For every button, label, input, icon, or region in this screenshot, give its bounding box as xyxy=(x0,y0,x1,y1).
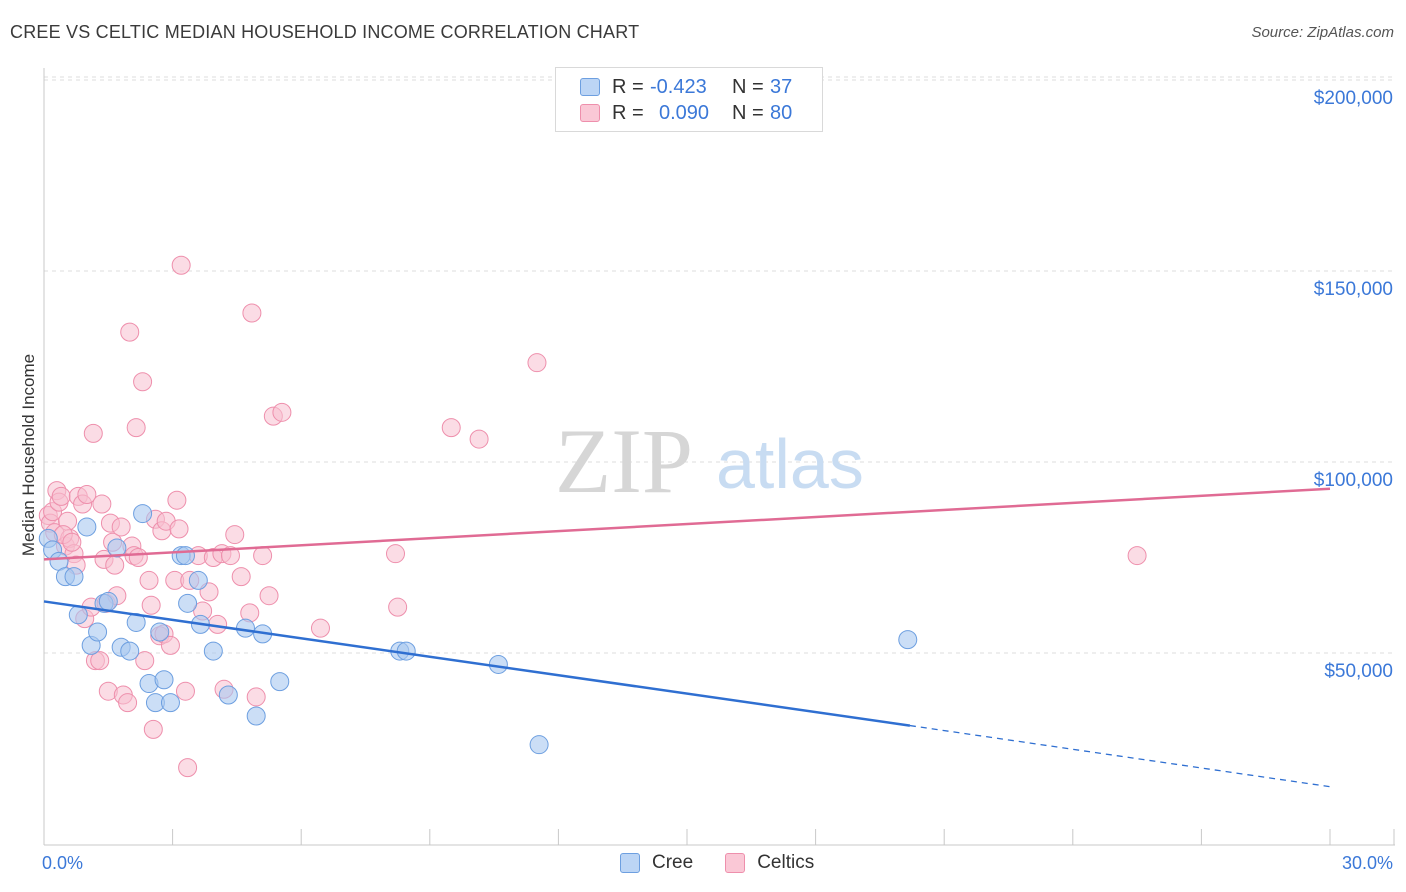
gridlines xyxy=(44,76,1395,654)
celtics-swatch xyxy=(580,104,600,122)
celtics-point-6 xyxy=(51,486,71,506)
cree-point-19 xyxy=(154,670,174,690)
celtics-point-70 xyxy=(310,618,330,638)
r-value-celtics: 0.090 xyxy=(659,101,710,124)
celtics-point-27 xyxy=(111,517,131,537)
celtics-point-69 xyxy=(272,402,292,422)
cree-point-11 xyxy=(107,538,127,558)
y-tick-label-2: $150,000 xyxy=(1314,279,1393,300)
celtics-point-37 xyxy=(139,570,159,590)
cree-point-35 xyxy=(529,735,549,755)
celtics-point-47 xyxy=(167,490,187,510)
stats-row-celtics: R = 0.090 N = 80 xyxy=(580,101,792,125)
cree-point-6 xyxy=(77,517,97,537)
celtics-point-73 xyxy=(441,418,461,438)
celtics-point-25 xyxy=(105,555,125,575)
cree-point-27 xyxy=(218,685,238,705)
legend-label-celtics: Celtics xyxy=(757,852,815,873)
n-label: N = xyxy=(732,101,764,124)
celtics-legend-swatch xyxy=(725,853,746,873)
celtics-point-29 xyxy=(118,693,138,713)
cree-point-33 xyxy=(396,641,416,661)
celtics-point-62 xyxy=(231,567,251,587)
r-label: R = xyxy=(612,101,644,124)
tick-labels: $50,000 $100,000 $150,000 $200,000 0.0% 30.0% xyxy=(42,88,1393,873)
cree-point-10 xyxy=(98,591,118,611)
celtics-point-33 xyxy=(126,418,146,438)
celtics-point-74 xyxy=(469,429,489,449)
celtics-point-36 xyxy=(135,651,155,671)
celtics-point-65 xyxy=(246,687,266,707)
cree-trend-extension xyxy=(909,724,1331,788)
series-legend: Cree Celtics xyxy=(620,852,846,874)
x-tick-label-max: 30.0% xyxy=(1342,853,1393,873)
celtics-point-66 xyxy=(253,546,273,566)
celtics-point-35 xyxy=(133,372,153,392)
r-value-cree: -0.423 xyxy=(650,75,707,98)
cree-point-29 xyxy=(246,706,266,726)
celtics-point-45 xyxy=(160,635,180,655)
cree-points xyxy=(38,504,918,755)
celtics-point-50 xyxy=(175,681,195,701)
trend-lines xyxy=(43,487,1331,788)
watermark-atlas: atlas xyxy=(716,425,864,503)
x-tick-label-min: 0.0% xyxy=(42,853,83,873)
celtics-point-34 xyxy=(128,548,148,567)
stats-legend: R = -0.423 N = 37 R = 0.090 N = 80 xyxy=(555,67,823,132)
celtics-point-61 xyxy=(225,525,245,545)
cree-point-13 xyxy=(120,641,140,661)
cree-point-23 xyxy=(178,593,198,613)
celtics-points xyxy=(38,255,1147,778)
chart-title: CREE VS CELTIC MEDIAN HOUSEHOLD INCOME C… xyxy=(10,22,640,42)
watermark-zip: ZIP xyxy=(555,410,693,512)
cree-point-20 xyxy=(160,693,180,713)
n-value-cree: 37 xyxy=(770,75,793,98)
celtics-point-60 xyxy=(220,546,240,566)
celtics-point-17 xyxy=(83,423,103,443)
n-value-celtics: 80 xyxy=(770,101,793,124)
celtics-point-15 xyxy=(77,484,97,504)
celtics-point-78 xyxy=(92,494,112,514)
axes xyxy=(43,68,1395,846)
y-tick-label-3: $200,000 xyxy=(1314,88,1393,109)
celtics-point-72 xyxy=(388,597,408,617)
legend-item-cree[interactable]: Cree xyxy=(620,852,693,874)
celtics-point-19 xyxy=(90,651,110,671)
source-label: Source: ZipAtlas.com xyxy=(1251,24,1394,41)
cree-point-4 xyxy=(64,567,84,587)
cree-point-22 xyxy=(175,546,195,566)
cree-point-24 xyxy=(188,570,208,590)
y-tick-label-1: $100,000 xyxy=(1314,470,1393,491)
cree-trend-line xyxy=(43,600,911,727)
y-tick-label-0: $50,000 xyxy=(1324,661,1393,682)
r-label: R = xyxy=(612,75,644,98)
cree-swatch xyxy=(580,78,600,96)
celtics-point-51 xyxy=(178,758,198,778)
celtics-point-49 xyxy=(171,255,191,275)
cree-point-15 xyxy=(133,504,153,524)
legend-item-celtics[interactable]: Celtics xyxy=(725,852,814,874)
celtics-point-71 xyxy=(386,544,406,564)
celtics-point-48 xyxy=(169,519,189,539)
cree-point-31 xyxy=(270,672,290,692)
n-label: N = xyxy=(732,75,764,98)
celtics-point-38 xyxy=(141,595,161,615)
cree-point-26 xyxy=(203,641,223,661)
cree-point-18 xyxy=(150,622,170,642)
celtics-point-39 xyxy=(143,719,163,739)
legend-label-cree: Cree xyxy=(652,852,694,873)
cree-point-8 xyxy=(88,622,108,642)
celtics-point-30 xyxy=(120,322,140,342)
stats-row-cree: R = -0.423 N = 37 xyxy=(580,75,792,99)
cree-point-36 xyxy=(898,630,918,650)
celtics-point-76 xyxy=(1127,546,1147,566)
celtics-point-64 xyxy=(242,303,262,323)
celtics-point-75 xyxy=(527,353,547,373)
celtics-point-79 xyxy=(62,532,82,552)
cree-legend-swatch xyxy=(620,853,640,873)
y-axis-label: Median Household Income xyxy=(19,354,38,556)
celtics-trend-line xyxy=(43,487,1331,561)
celtics-point-67 xyxy=(259,586,279,606)
